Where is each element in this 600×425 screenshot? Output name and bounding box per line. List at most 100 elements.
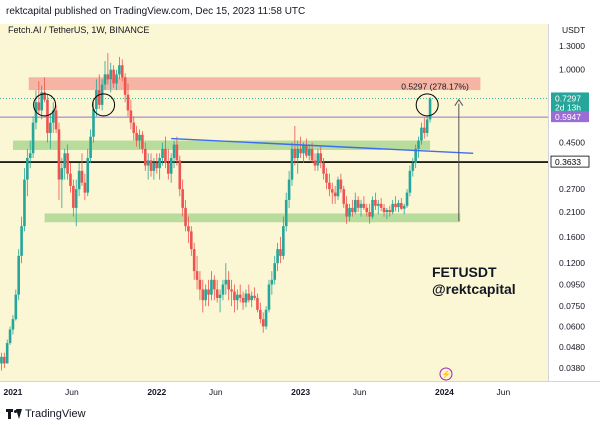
candle-body	[43, 92, 46, 100]
candle-body	[325, 173, 328, 183]
candle-body	[371, 199, 374, 217]
candle-body	[155, 162, 159, 169]
candle-body	[382, 207, 386, 213]
candle-body	[227, 279, 230, 290]
price-tick-label: 0.0750	[559, 301, 585, 311]
candle-body	[123, 77, 127, 95]
candle-body	[310, 148, 314, 161]
price-tag-label: 0.3633	[555, 157, 581, 167]
candle-body	[28, 153, 32, 158]
candle-body	[405, 192, 409, 206]
candle-body	[342, 189, 346, 204]
price-axis-background	[548, 24, 600, 381]
candle-body	[319, 153, 323, 163]
candle-body	[368, 212, 371, 217]
candle-body	[399, 203, 403, 209]
candle-body	[339, 179, 343, 190]
candle-body	[322, 162, 325, 174]
candle-body	[89, 136, 92, 158]
price-tick-label: 1.3000	[559, 41, 585, 51]
candle-body	[270, 279, 274, 285]
candle-body	[40, 92, 44, 111]
candle-body	[86, 157, 90, 193]
candle-body	[129, 110, 133, 123]
header-bar: rektcapital published on TradingView.com…	[0, 0, 600, 24]
candle-body	[236, 294, 239, 301]
highlight-circle-1	[33, 93, 57, 117]
candle-body	[77, 170, 81, 190]
annotation-symbol: FETUSDT	[432, 264, 497, 280]
candle-body	[63, 153, 67, 169]
highlight-circle-3	[415, 93, 439, 117]
candle-body	[69, 173, 72, 186]
event-lightning-icon[interactable]	[439, 367, 453, 381]
candle-body	[169, 157, 173, 174]
candle-body	[198, 279, 202, 290]
candle-body	[80, 170, 84, 183]
candle-body	[192, 249, 196, 272]
candle-body	[164, 148, 167, 163]
price-tag-box	[551, 92, 589, 113]
candle-body	[316, 153, 320, 166]
candle-body	[221, 284, 225, 295]
time-tick-label: Jun	[209, 387, 223, 397]
candle-body	[46, 99, 49, 133]
candle-body	[215, 289, 219, 298]
candle-body	[92, 109, 95, 137]
candle-body	[250, 295, 254, 301]
candle-body	[305, 144, 308, 156]
tradingview-brand[interactable]: TradingView	[6, 408, 86, 420]
candle-body	[83, 182, 87, 193]
candle-body	[158, 157, 161, 169]
price-tick-label: 0.1600	[559, 232, 585, 242]
candle-body	[299, 148, 302, 154]
candle-body	[365, 207, 369, 213]
candle-body	[233, 291, 236, 301]
candle-body	[293, 148, 297, 158]
candle-body	[356, 199, 360, 208]
footer-bar: TradingView	[0, 404, 600, 425]
candle-body	[20, 226, 23, 256]
time-tick-label: Jun	[353, 387, 367, 397]
candle-body	[256, 297, 259, 310]
candle-body	[17, 255, 20, 295]
candle-body	[49, 122, 52, 133]
candle-body	[385, 209, 389, 213]
candle-body	[282, 226, 285, 256]
candle-body	[184, 207, 187, 227]
time-axis-border	[0, 381, 600, 382]
candle-body	[143, 148, 147, 166]
candle-body	[57, 129, 61, 180]
candle-body	[118, 65, 121, 75]
candle-body	[201, 289, 205, 301]
candle-body	[138, 134, 141, 141]
candle-body	[244, 293, 248, 303]
candle-body	[166, 162, 170, 174]
candle-body	[359, 203, 363, 208]
candle-body	[204, 289, 207, 301]
candle-body	[408, 170, 412, 193]
annotation-author: @rektcapital	[432, 281, 516, 297]
candle-body	[103, 74, 107, 85]
candle-body	[428, 98, 432, 120]
descending-trendline	[171, 137, 474, 155]
candle-body	[423, 127, 426, 133]
candle-body	[351, 207, 354, 213]
candle-body	[230, 289, 233, 292]
price-tag-countdown: 2d 13h	[555, 102, 581, 112]
resistance-zone	[28, 77, 481, 91]
candle-body	[95, 90, 98, 110]
candle-body	[8, 329, 12, 344]
candle-body	[100, 84, 104, 105]
candle-body	[276, 249, 279, 264]
candle-body	[397, 203, 400, 208]
candle-body	[189, 231, 193, 250]
candle-body	[302, 144, 305, 154]
time-tick-label: 2023	[291, 387, 310, 397]
candle-body	[328, 182, 331, 190]
candle-body	[120, 65, 124, 78]
upper-support-zone	[12, 140, 431, 150]
candle-body	[247, 293, 251, 301]
candle-body	[402, 205, 406, 209]
candle-body	[109, 69, 113, 80]
